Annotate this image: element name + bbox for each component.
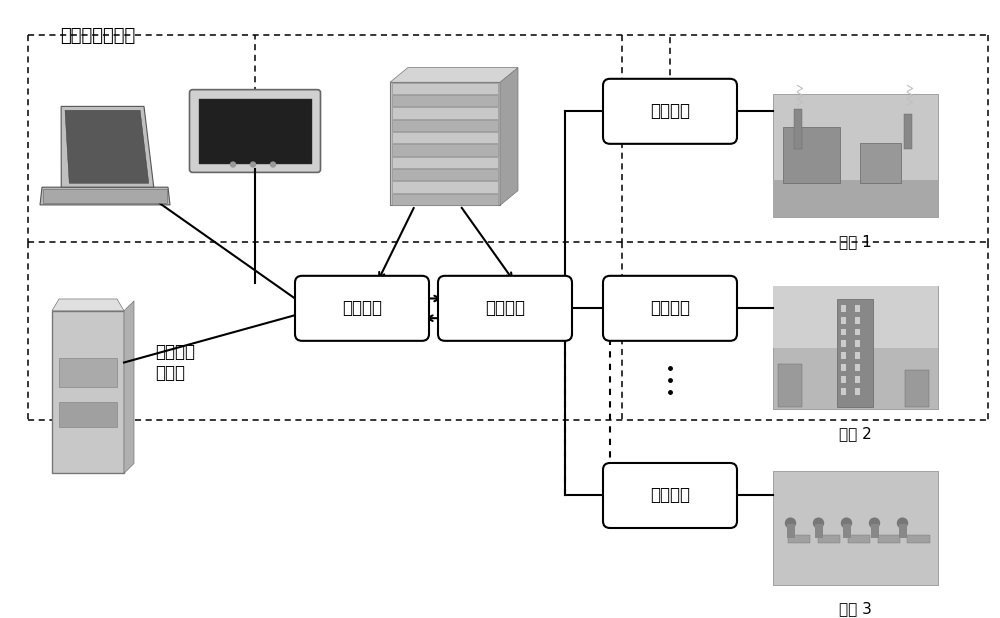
FancyBboxPatch shape: [841, 341, 846, 347]
Circle shape: [814, 518, 824, 528]
FancyBboxPatch shape: [837, 299, 873, 407]
Text: 统计分析
与管理: 统计分析 与管理: [155, 343, 195, 382]
FancyBboxPatch shape: [603, 276, 737, 341]
FancyBboxPatch shape: [782, 127, 840, 183]
FancyBboxPatch shape: [778, 364, 802, 407]
FancyBboxPatch shape: [841, 387, 846, 394]
FancyBboxPatch shape: [855, 305, 860, 311]
FancyBboxPatch shape: [855, 316, 860, 324]
Circle shape: [870, 518, 880, 528]
Circle shape: [842, 518, 852, 528]
Text: 数据存储: 数据存储: [342, 299, 382, 317]
FancyBboxPatch shape: [392, 156, 498, 168]
FancyBboxPatch shape: [841, 305, 846, 311]
FancyBboxPatch shape: [392, 83, 498, 94]
FancyBboxPatch shape: [59, 402, 117, 426]
FancyBboxPatch shape: [438, 276, 572, 341]
FancyBboxPatch shape: [794, 109, 802, 150]
FancyBboxPatch shape: [788, 535, 810, 543]
FancyBboxPatch shape: [855, 329, 860, 336]
FancyBboxPatch shape: [855, 376, 860, 383]
FancyBboxPatch shape: [841, 376, 846, 383]
FancyBboxPatch shape: [392, 132, 498, 143]
Circle shape: [786, 518, 796, 528]
FancyBboxPatch shape: [855, 352, 860, 359]
FancyBboxPatch shape: [815, 524, 823, 538]
FancyBboxPatch shape: [848, 535, 870, 543]
Circle shape: [230, 162, 236, 167]
FancyBboxPatch shape: [392, 108, 498, 119]
FancyBboxPatch shape: [392, 120, 498, 131]
Text: 数据采集: 数据采集: [650, 299, 690, 317]
Polygon shape: [500, 67, 518, 205]
FancyBboxPatch shape: [392, 145, 498, 156]
FancyBboxPatch shape: [843, 524, 851, 538]
FancyBboxPatch shape: [772, 472, 938, 585]
FancyBboxPatch shape: [841, 329, 846, 336]
Circle shape: [270, 162, 276, 167]
FancyBboxPatch shape: [392, 95, 498, 106]
FancyBboxPatch shape: [52, 311, 124, 473]
FancyBboxPatch shape: [772, 180, 938, 217]
FancyBboxPatch shape: [899, 524, 907, 538]
Circle shape: [250, 162, 255, 167]
FancyBboxPatch shape: [841, 352, 846, 359]
Polygon shape: [390, 67, 518, 82]
FancyBboxPatch shape: [818, 535, 840, 543]
Polygon shape: [61, 106, 154, 187]
FancyBboxPatch shape: [59, 358, 117, 387]
Text: 移动监控与查询: 移动监控与查询: [60, 27, 135, 45]
FancyBboxPatch shape: [772, 286, 938, 409]
FancyBboxPatch shape: [198, 98, 312, 164]
FancyBboxPatch shape: [855, 341, 860, 347]
FancyBboxPatch shape: [772, 94, 938, 217]
FancyBboxPatch shape: [392, 181, 498, 193]
FancyBboxPatch shape: [786, 524, 794, 538]
Polygon shape: [65, 111, 149, 183]
Polygon shape: [52, 299, 124, 311]
FancyBboxPatch shape: [43, 189, 167, 203]
FancyBboxPatch shape: [860, 143, 901, 183]
FancyBboxPatch shape: [189, 90, 320, 172]
Circle shape: [898, 518, 908, 528]
Polygon shape: [124, 301, 134, 473]
Text: 数据核算: 数据核算: [485, 299, 525, 317]
Text: 部门 2: 部门 2: [839, 426, 871, 441]
FancyBboxPatch shape: [871, 524, 879, 538]
Text: 数据采集: 数据采集: [650, 486, 690, 504]
Text: 部门 3: 部门 3: [839, 601, 871, 616]
Text: 部门 1: 部门 1: [839, 234, 871, 249]
FancyBboxPatch shape: [772, 286, 938, 348]
Text: 数据采集: 数据采集: [650, 103, 690, 121]
FancyBboxPatch shape: [392, 193, 498, 205]
FancyBboxPatch shape: [904, 370, 929, 407]
FancyBboxPatch shape: [841, 316, 846, 324]
FancyBboxPatch shape: [878, 535, 900, 543]
FancyBboxPatch shape: [390, 82, 500, 205]
FancyBboxPatch shape: [603, 463, 737, 528]
FancyBboxPatch shape: [841, 364, 846, 371]
FancyBboxPatch shape: [855, 387, 860, 394]
FancyBboxPatch shape: [295, 276, 429, 341]
Polygon shape: [40, 187, 170, 205]
FancyBboxPatch shape: [904, 114, 912, 150]
FancyBboxPatch shape: [392, 169, 498, 180]
FancyBboxPatch shape: [603, 79, 737, 144]
FancyBboxPatch shape: [907, 535, 930, 543]
FancyBboxPatch shape: [855, 364, 860, 371]
